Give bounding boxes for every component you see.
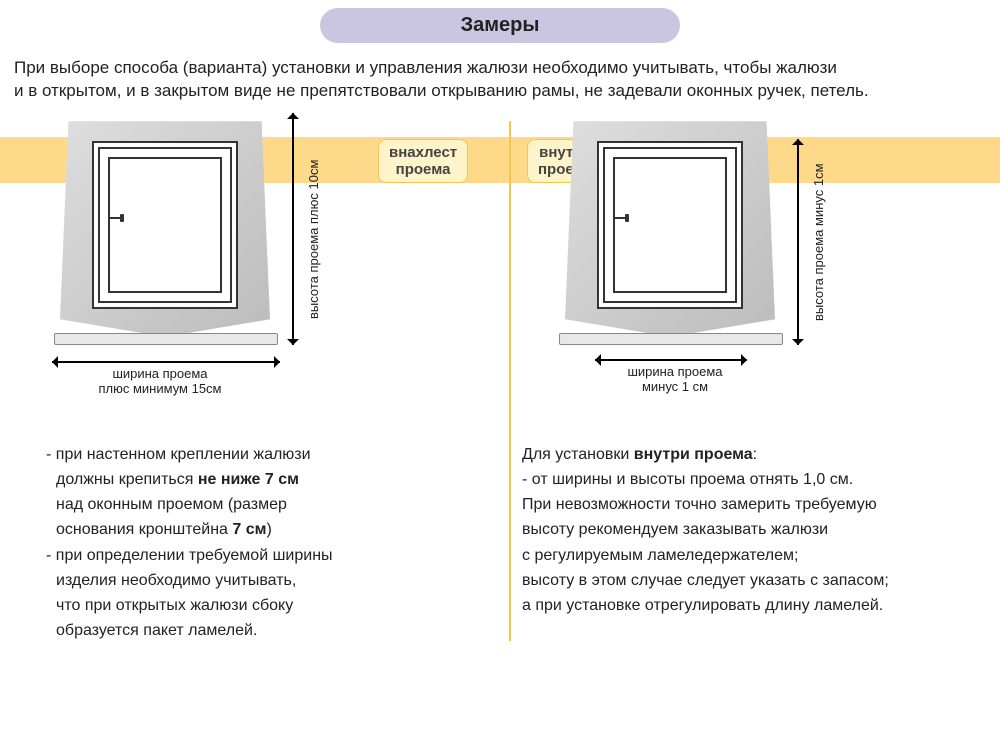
tag-overlap-l2: проема <box>396 161 451 178</box>
tag-overlap: внахлест проема <box>378 139 468 184</box>
window-sill <box>559 333 783 345</box>
window-left: ширина проема плюс минимум 15см высота п… <box>60 109 320 389</box>
diagram-area: внахлест проема внутри проема ширина про… <box>0 109 1000 419</box>
window-handle-icon <box>615 217 627 219</box>
description-area: - при настенном креплении жалюзи должны … <box>0 419 1000 685</box>
panel-right: ширина проема минус 1 см высота проема м… <box>565 109 825 389</box>
intro-text: При выборе способа (варианта) установки … <box>0 43 1000 109</box>
intro-line1: При выборе способа (варианта) установки … <box>14 58 837 77</box>
desc-right: Для установки внутри проема: - от ширины… <box>500 443 982 645</box>
intro-line2: и в открытом, и в закрытом виде не препя… <box>14 81 869 100</box>
dim-width-label-left: ширина проема плюс минимум 15см <box>70 367 250 397</box>
window-sash <box>613 157 727 293</box>
window-handle-icon <box>110 217 122 219</box>
dim-height-label-right: высота проема минус 1см <box>811 163 826 321</box>
dim-height-arrow-right <box>797 139 799 345</box>
dim-width-arrow-right <box>595 359 747 361</box>
header-band: Замеры <box>320 8 680 43</box>
dim-width-label-right: ширина проема минус 1 см <box>585 365 765 395</box>
window-sash <box>108 157 222 293</box>
desc-left: - при настенном креплении жалюзи должны … <box>18 443 500 645</box>
dim-height-arrow-left <box>292 113 294 345</box>
page-title: Замеры <box>461 14 540 36</box>
dim-height-label-left: высота проема плюс 10см <box>306 159 321 318</box>
dim-width-arrow-left <box>52 361 280 363</box>
window-sill <box>54 333 278 345</box>
vertical-separator <box>509 121 511 641</box>
tag-overlap-l1: внахлест <box>389 144 457 161</box>
window-right: ширина проема минус 1 см высота проема м… <box>565 109 825 389</box>
panel-left: ширина проема плюс минимум 15см высота п… <box>60 109 320 389</box>
